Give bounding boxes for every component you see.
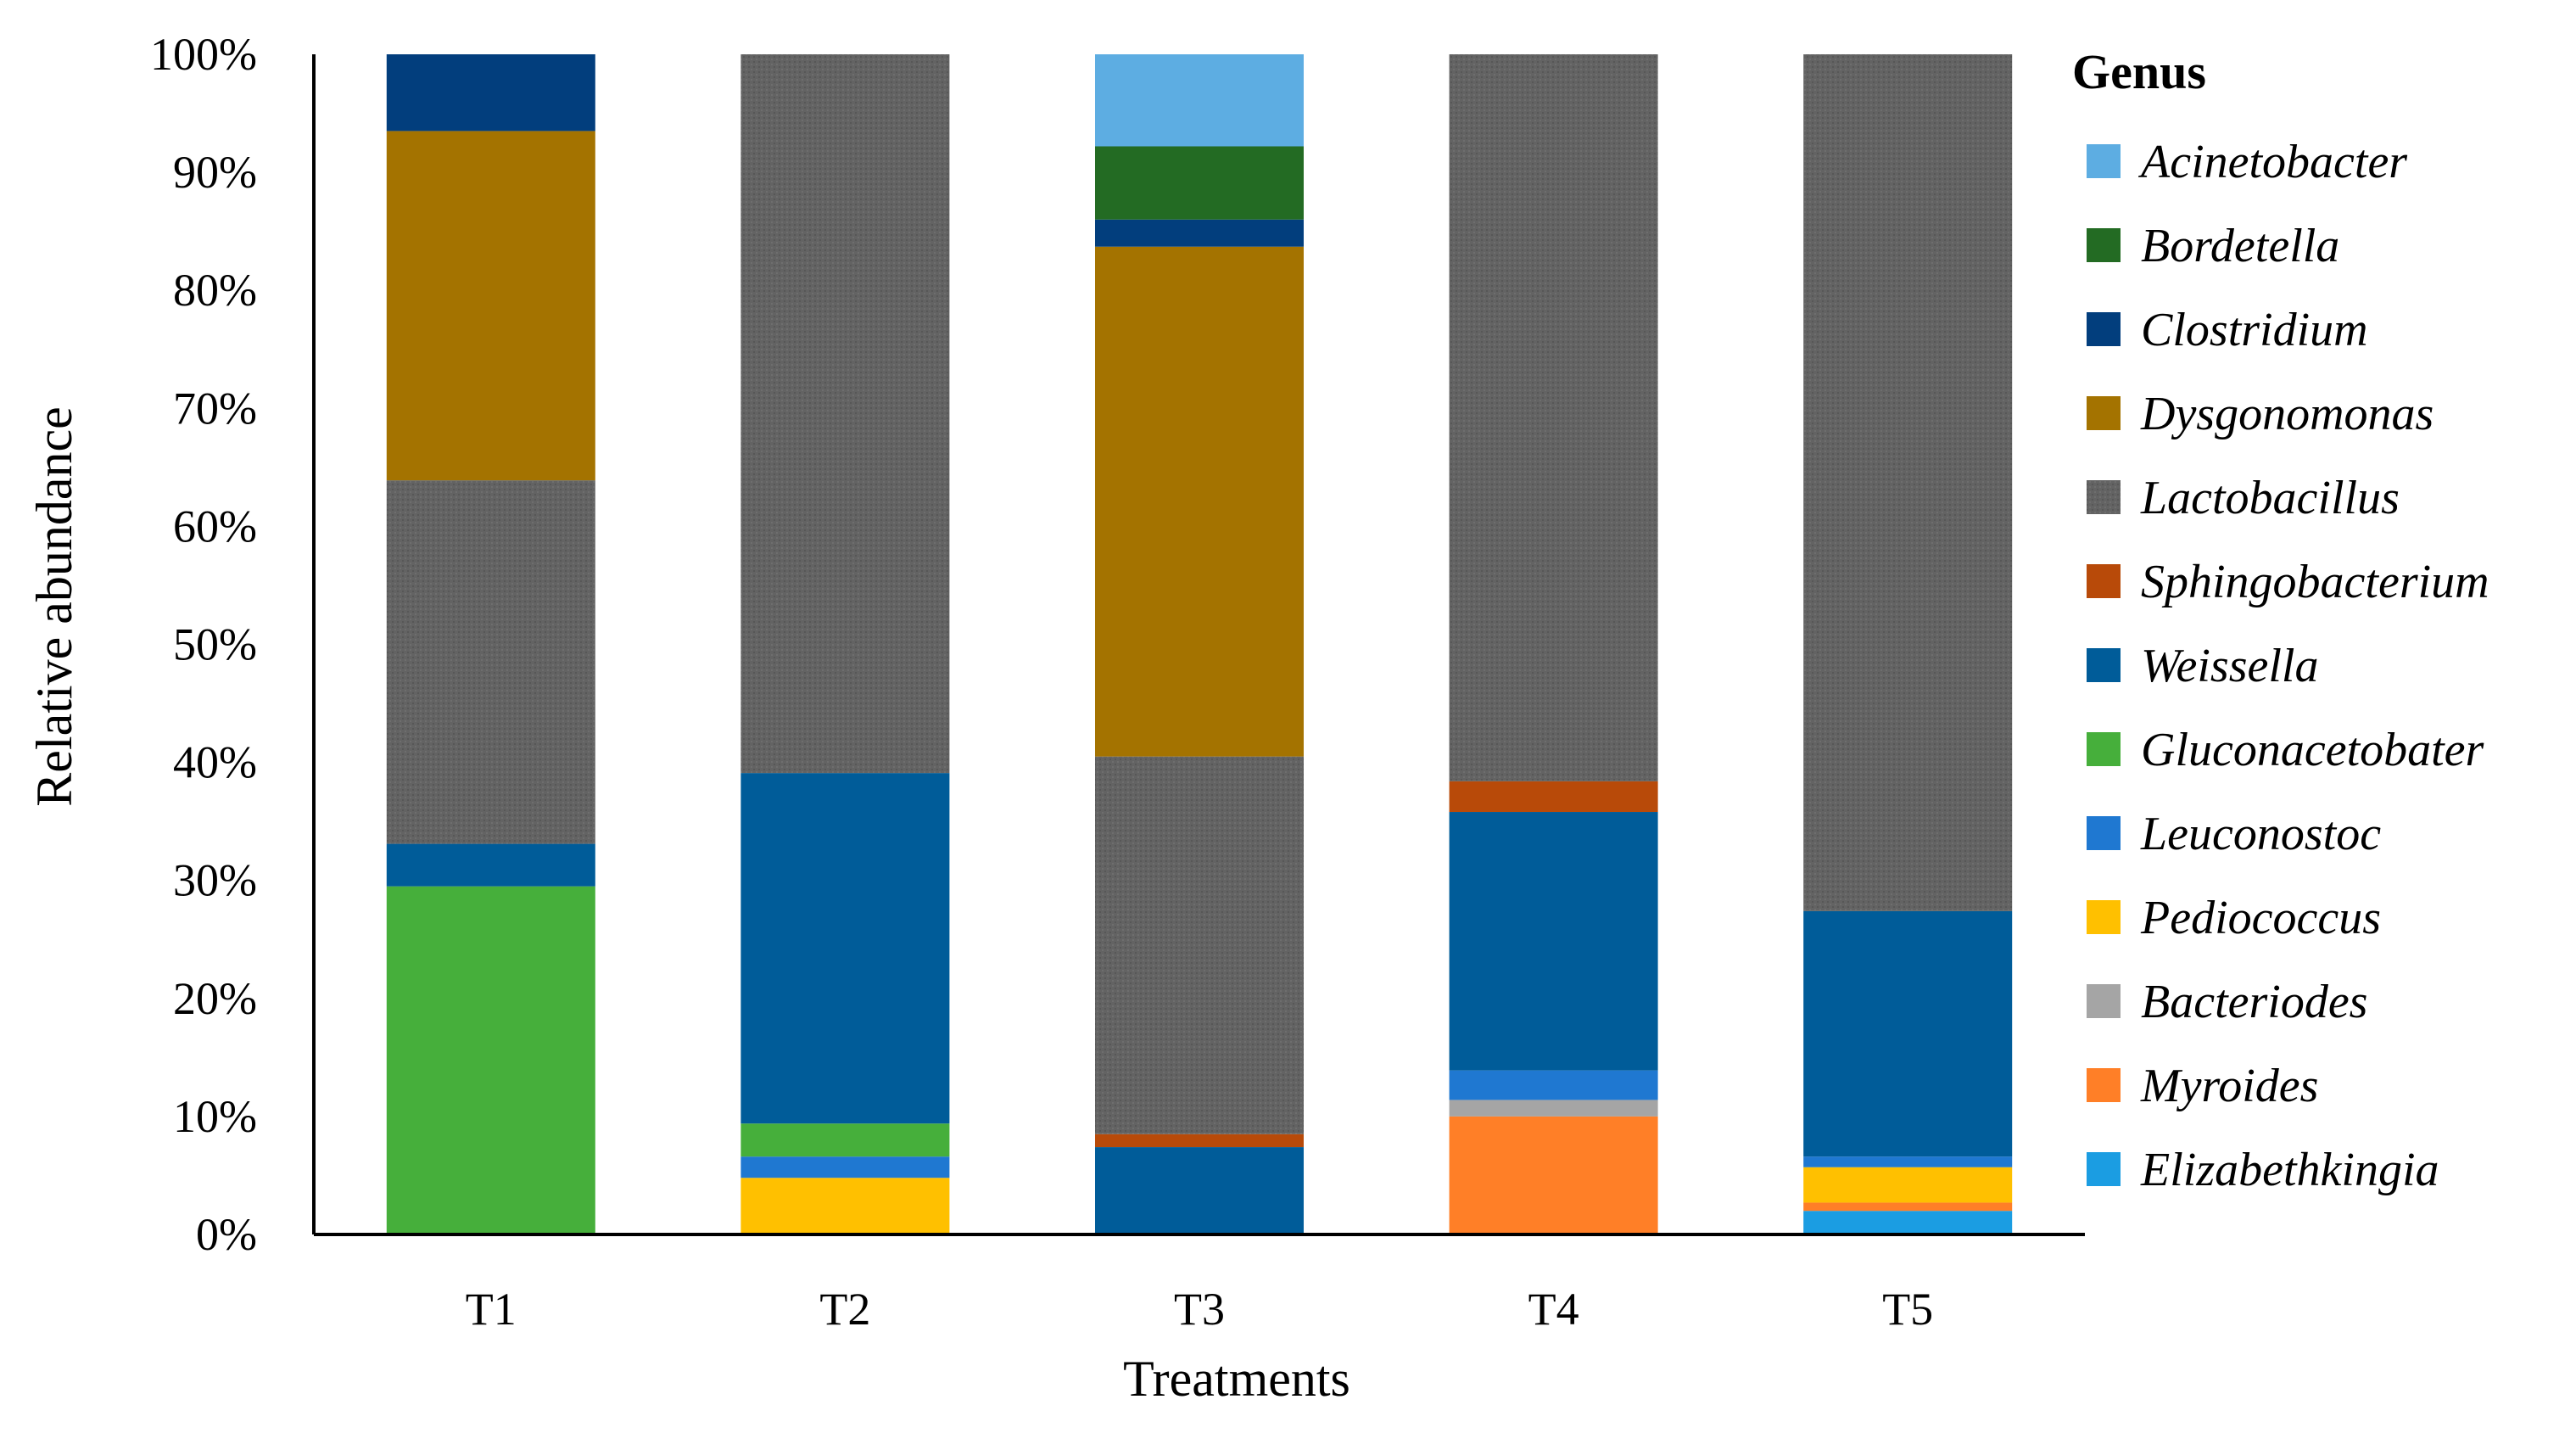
axes: [312, 54, 2085, 1236]
legend-item-acinetobacter: Acinetobacter: [2087, 136, 2407, 188]
legend-swatch: [2087, 900, 2121, 934]
x-tick-label-t2: T2: [819, 1284, 870, 1335]
bar-segment-t5-pediococcus: [1803, 1167, 2013, 1203]
bar-segment-t1-clostridium: [386, 54, 595, 132]
legend-item-lactobacillus: Lactobacillus: [2087, 472, 2400, 524]
bar-segment-t5-myroides: [1803, 1202, 2013, 1212]
bar-segment-t1-gluconacetobater: [386, 886, 595, 1234]
legend-label: Pediococcus: [2140, 892, 2381, 944]
bar-segment-t4-bacteriodes: [1449, 1100, 1658, 1117]
y-tick-label: 70%: [173, 383, 257, 434]
legend-swatch: [2087, 480, 2121, 514]
legend-title: Genus: [2072, 44, 2206, 99]
legend-swatch: [2087, 1152, 2121, 1186]
legend-item-clostridium: Clostridium: [2087, 304, 2368, 356]
bar-segment-t4-sphingobacterium: [1449, 781, 1658, 813]
y-tick-label: 30%: [173, 855, 257, 906]
x-tick-label-t3: T3: [1174, 1284, 1225, 1335]
legend-item-myroides: Myroides: [2087, 1060, 2318, 1112]
legend-label: Dysgonomonas: [2140, 388, 2434, 440]
legend-item-sphingobacterium: Sphingobacterium: [2087, 556, 2489, 608]
legend-label: Weissella: [2141, 640, 2318, 692]
bar-segment-t3-lactobacillus: [1095, 756, 1304, 1134]
legend-swatch: [2087, 816, 2121, 850]
y-tick-label: 10%: [173, 1091, 257, 1142]
legend-swatch: [2087, 144, 2121, 178]
x-axis-title: Treatments: [1123, 1351, 1350, 1407]
legend-swatch: [2087, 564, 2121, 598]
bar-segment-t5-leuconostoc: [1803, 1156, 2013, 1167]
bar-segment-t4-lactobacillus: [1449, 54, 1658, 781]
legend: Acinetobacter Bordetella Clostridium Dysgon…: [2087, 136, 2489, 1196]
x-axis-tick-labels: T1 T2 T3 T4 T5: [466, 1284, 1933, 1335]
legend-item-dysgonomonas: Dysgonomonas: [2087, 388, 2434, 440]
bar-segment-t3-acinetobacter: [1095, 54, 1304, 147]
y-tick-label: 20%: [173, 973, 257, 1024]
x-tick-label-t4: T4: [1528, 1284, 1579, 1335]
x-tick-label-t5: T5: [1882, 1284, 1933, 1335]
legend-swatch: [2087, 984, 2121, 1018]
legend-label: Lactobacillus: [2140, 472, 2400, 524]
bar-segment-t2-gluconacetobater: [740, 1123, 950, 1157]
bar-segment-t2-weissella: [740, 773, 950, 1124]
bar-segment-t5-elizabethkingia: [1803, 1211, 2013, 1234]
legend-item-pediococcus: Pediococcus: [2087, 892, 2381, 944]
legend-swatch: [2087, 648, 2121, 682]
bar-segment-t3-sphingobacterium: [1095, 1134, 1304, 1148]
y-tick-label: 0%: [196, 1209, 257, 1260]
legend-label: Bordetella: [2141, 220, 2339, 272]
y-tick-label: 60%: [173, 501, 257, 551]
bar-segment-t2-leuconostoc: [740, 1156, 950, 1178]
legend-item-elizabethkingia: Elizabethkingia: [2087, 1144, 2439, 1196]
legend-label: Leuconostoc: [2140, 808, 2381, 860]
legend-label: Sphingobacterium: [2141, 556, 2489, 608]
y-tick-label: 90%: [173, 147, 257, 198]
y-tick-label: 40%: [173, 737, 257, 788]
legend-label: Clostridium: [2141, 304, 2368, 356]
legend-swatch: [2087, 1068, 2121, 1102]
legend-item-bordetella: Bordetella: [2087, 220, 2339, 272]
legend-item-weissella: Weissella: [2087, 640, 2318, 692]
y-axis-title: Relative abundance: [26, 406, 82, 806]
legend-swatch: [2087, 732, 2121, 766]
legend-swatch: [2087, 396, 2121, 430]
bar-segment-t1-weissella: [386, 843, 595, 887]
bar-segment-t3-weissella: [1095, 1147, 1304, 1234]
y-tick-label: 80%: [173, 265, 257, 316]
bar-segment-t5-weissella: [1803, 910, 2013, 1157]
bar-segment-t3-dysgonomonas: [1095, 246, 1304, 757]
bar-segment-t5-lactobacillus: [1803, 54, 2013, 911]
bar-segment-t3-clostridium: [1095, 219, 1304, 247]
bar-segment-t1-dysgonomonas: [386, 131, 595, 481]
bar-segment-t4-weissella: [1449, 812, 1658, 1071]
legend-swatch: [2087, 228, 2121, 262]
legend-label: Myroides: [2140, 1060, 2318, 1112]
y-tick-label: 50%: [173, 619, 257, 670]
legend-label: Gluconacetobater: [2141, 724, 2484, 776]
bar-segment-t4-leuconostoc: [1449, 1070, 1658, 1100]
bar-stack-group: [386, 54, 2013, 1234]
legend-item-gluconacetobater: Gluconacetobater: [2087, 724, 2484, 776]
legend-label: Acinetobacter: [2137, 136, 2407, 188]
x-tick-label-t1: T1: [466, 1284, 517, 1335]
legend-label: Bacteriodes: [2141, 976, 2367, 1028]
y-tick-label: 100%: [150, 29, 257, 80]
bar-segment-t3-bordetella: [1095, 146, 1304, 220]
bar-segment-t2-lactobacillus: [740, 54, 950, 774]
bar-segment-t4-myroides: [1449, 1116, 1658, 1234]
legend-item-leuconostoc: Leuconostoc: [2087, 808, 2381, 860]
legend-label: Elizabethkingia: [2140, 1144, 2439, 1196]
bar-segment-t2-pediococcus: [740, 1178, 950, 1234]
legend-swatch: [2087, 312, 2121, 346]
y-axis-tick-labels: 0% 10% 20% 30% 40% 50% 60% 70% 80% 90% 100%: [150, 29, 257, 1260]
bar-segment-t1-lactobacillus: [386, 480, 595, 844]
legend-item-bacteriodes: Bacteriodes: [2087, 976, 2367, 1028]
